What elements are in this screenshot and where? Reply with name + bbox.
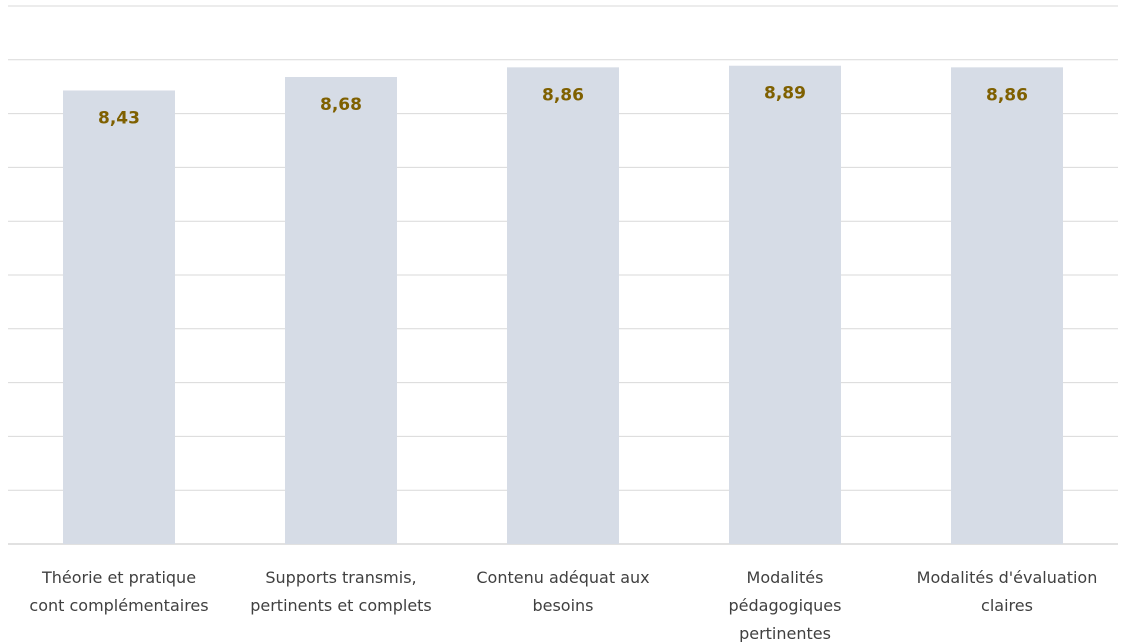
bar — [951, 67, 1063, 544]
x-tick-label: Théorie et pratique cont complémentaires — [29, 568, 208, 615]
data-label: 8,89 — [764, 84, 806, 104]
category-labels: Théorie et pratique cont complémentaires S… — [29, 568, 1097, 642]
x-tick-label: Contenu adéquat aux besoins — [476, 568, 649, 615]
bar — [63, 90, 175, 544]
bar — [507, 67, 619, 544]
bar — [285, 77, 397, 545]
data-label: 8,68 — [320, 95, 362, 115]
bar — [729, 65, 841, 544]
data-label: 8,86 — [986, 85, 1028, 105]
bars — [63, 65, 1063, 545]
x-tick-label: Supports transmis, pertinents et complets — [250, 568, 432, 615]
value-labels: 8,43 8,68 8,86 8,89 8,86 — [98, 84, 1028, 129]
x-tick-label: Modalités pédagogiques pertinentes — [729, 568, 842, 642]
x-tick-label: Modalités d'évaluation claires — [917, 568, 1098, 615]
data-label: 8,86 — [542, 85, 584, 105]
data-label: 8,43 — [98, 108, 140, 128]
